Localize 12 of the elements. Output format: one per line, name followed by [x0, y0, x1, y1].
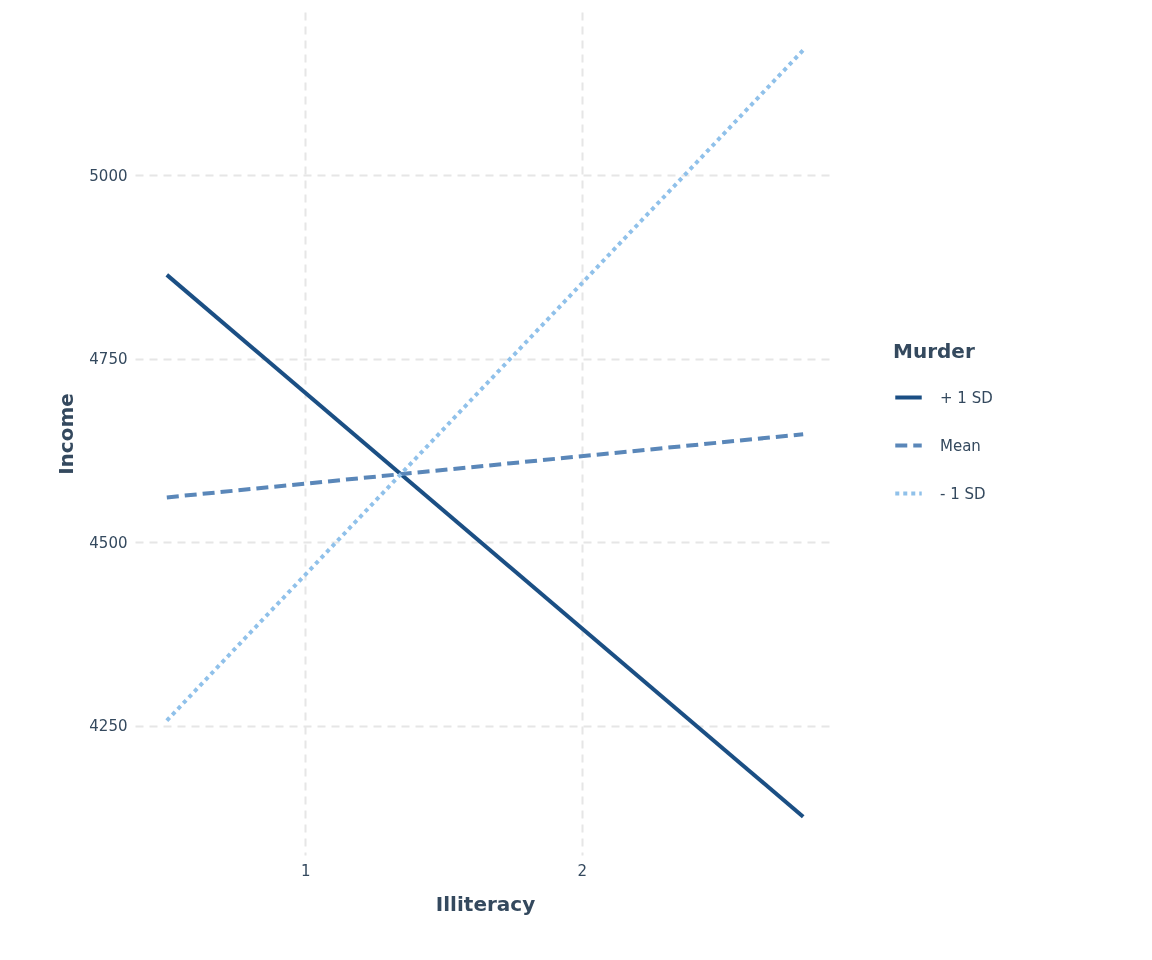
y-tick-label: 5000	[89, 166, 128, 185]
legend-title: Murder	[893, 339, 975, 363]
y-axis-title: Income	[54, 393, 79, 475]
x-tick-label: 1	[300, 861, 311, 880]
x-axis-title: Illiteracy	[435, 891, 536, 916]
legend-label: + 1 SD	[940, 388, 993, 407]
y-tick-label: 4500	[89, 533, 128, 552]
y-tick-label: 4250	[89, 717, 128, 736]
x-tick-label: 2	[577, 861, 588, 880]
legend-label: Mean	[940, 436, 981, 455]
legend-label: - 1 SD	[940, 484, 986, 503]
y-tick-label: 4750	[89, 350, 128, 369]
